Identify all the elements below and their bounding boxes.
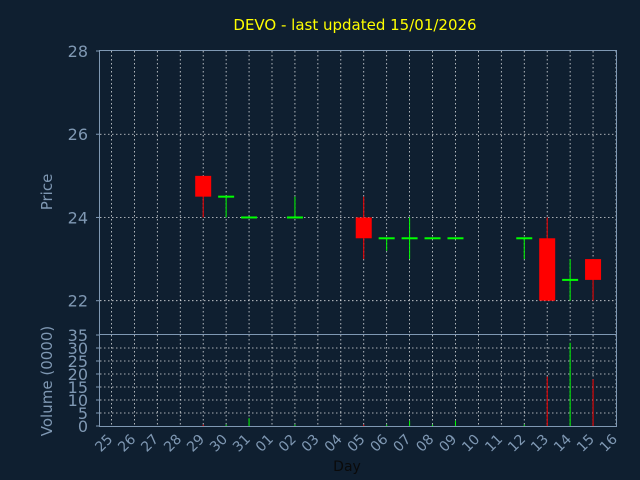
x-axis-ticks: 25 26 27 28 29 30 31 01 02 03 04 05 06 07 08 09 10 11 12 13…	[92, 431, 621, 455]
volume-tick-label: 15	[68, 378, 88, 397]
candle-body	[241, 216, 258, 219]
candle-body	[195, 175, 212, 197]
price-candles	[195, 175, 602, 301]
volume-tick-label: 25	[68, 352, 88, 371]
candle-body	[447, 237, 464, 240]
volume-y-axis-label: Volume (0000)	[38, 326, 56, 436]
candle-body	[218, 195, 235, 198]
volume-plot-frame	[99, 334, 617, 427]
price-y-ticks: 22 24 26 28	[68, 42, 100, 311]
candle-body	[585, 259, 602, 280]
candle-body	[539, 238, 556, 301]
candle-body	[562, 278, 579, 281]
x-axis-label: Day	[333, 459, 361, 475]
volume-tick-label: 10	[68, 391, 88, 410]
price-tick-label: 28	[68, 42, 88, 61]
candle-body	[424, 237, 441, 240]
candle-body	[378, 237, 395, 240]
chart-title: DEVO - last updated 15/01/2026	[233, 16, 476, 34]
candle-body	[401, 237, 418, 240]
candle-body	[355, 217, 372, 239]
volume-tick-label: 35	[68, 326, 88, 345]
volume-tick-label: 0	[78, 417, 88, 436]
volume-tick-label: 30	[68, 339, 88, 358]
price-tick-label: 26	[68, 125, 88, 144]
volume-tick-label: 5	[78, 404, 88, 423]
price-tick-label: 24	[68, 208, 88, 227]
volume-bars	[202, 342, 594, 426]
candle-body	[516, 237, 533, 240]
price-tick-label: 22	[68, 292, 88, 311]
candle-body	[286, 216, 303, 219]
price-y-axis-label: Price	[38, 174, 56, 211]
volume-tick-label: 20	[68, 365, 88, 384]
price-panel: 22 24 26 28 Price	[38, 42, 617, 335]
